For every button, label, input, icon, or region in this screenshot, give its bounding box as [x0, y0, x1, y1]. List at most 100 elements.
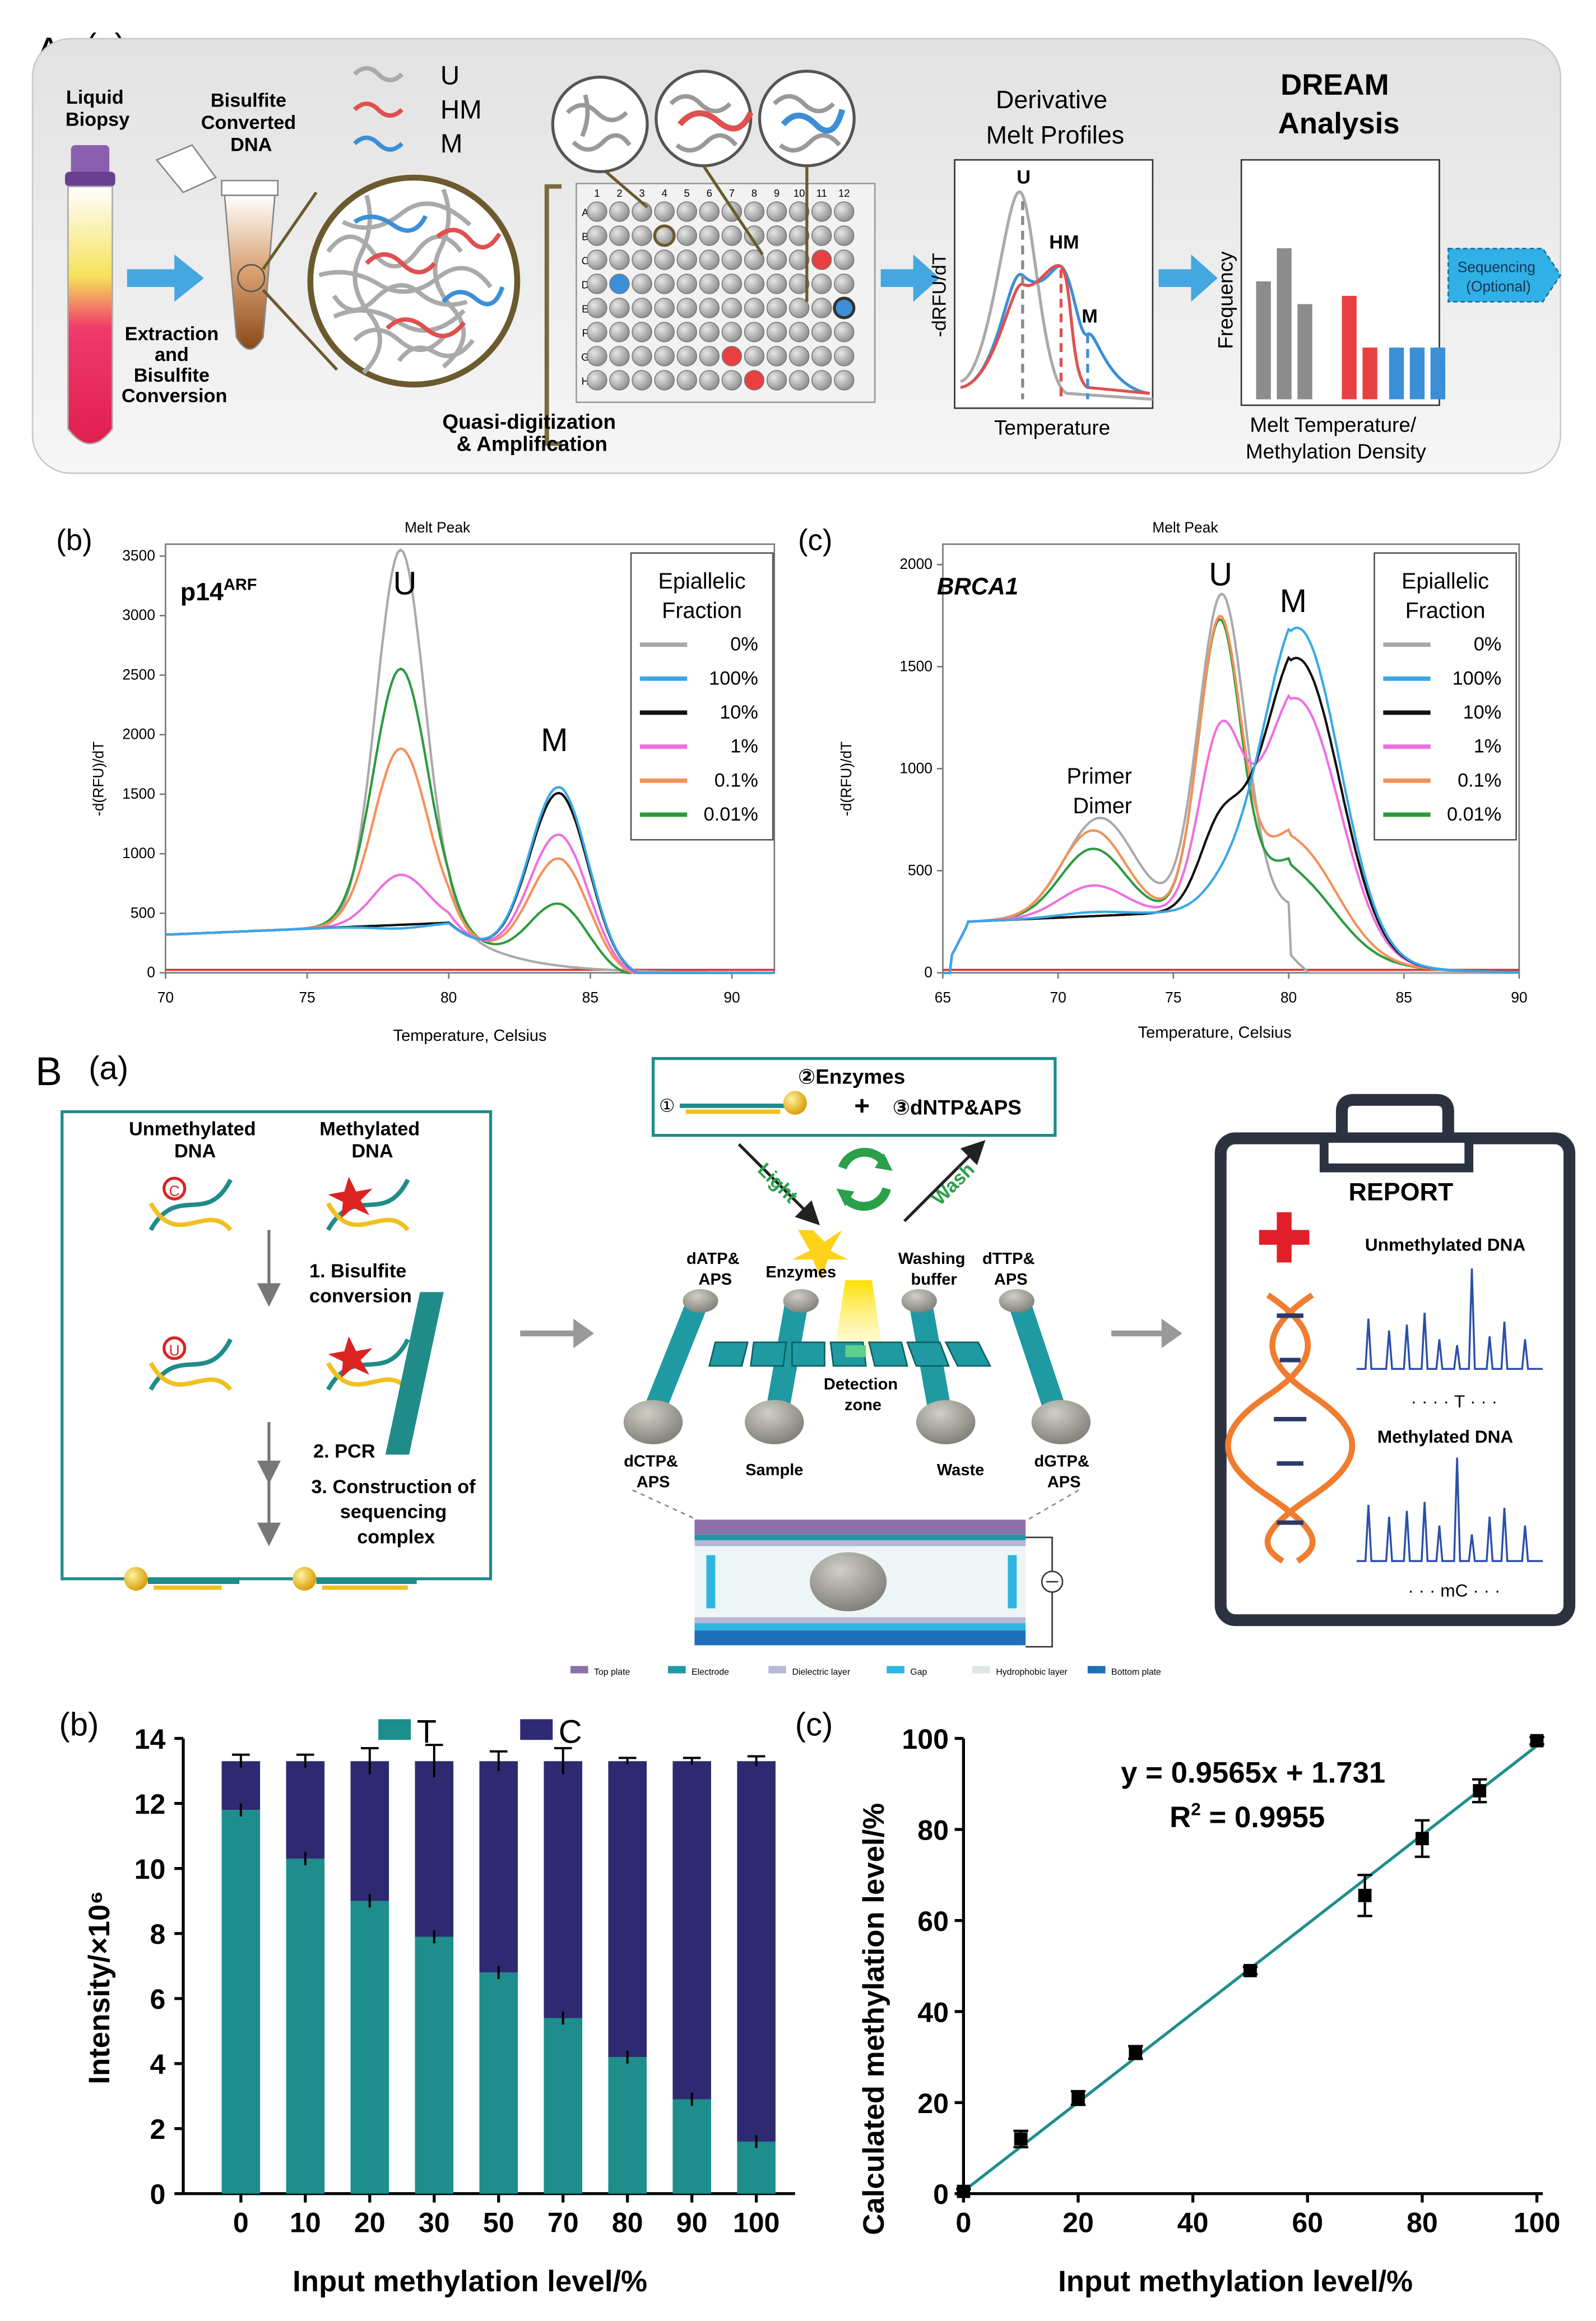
unmethylated-pyrogram [1356, 1268, 1543, 1370]
melt-chart-title: Melt Peak [1152, 519, 1218, 536]
plate-well [587, 201, 607, 222]
peak-u-label: U [393, 566, 416, 602]
plate-well [811, 298, 832, 318]
washing-buffer-label: Washing buffer [898, 1250, 970, 1289]
derivative-melt-xlabel: Temperature [994, 416, 1110, 439]
plate-well [699, 298, 720, 318]
svg-text:U: U [169, 1342, 180, 1359]
plate-well [766, 225, 787, 246]
legend-box [1374, 552, 1517, 841]
legend-item-label: 0.01% [1447, 804, 1501, 825]
bar-segment-t [221, 1810, 261, 2194]
plate-well [654, 298, 675, 318]
bar-legend: T C [378, 1713, 582, 1750]
plate-well [811, 346, 832, 367]
plate-well [834, 225, 855, 246]
mc-marker-label: · · · mC · · · [1408, 1580, 1500, 1600]
svg-text:Sequencing (Optional): Sequencing (Optional) [1458, 259, 1540, 295]
digital-microfluidic-chip [385, 1230, 1091, 1455]
legend-hm: HM [440, 95, 482, 124]
dna-helix-icon [326, 1336, 410, 1391]
bar-segment-t [672, 2099, 711, 2194]
plate-well [654, 346, 675, 367]
step-2-label: 2. PCR [313, 1441, 375, 1462]
y-tick-label: 2000 [122, 726, 155, 743]
panel-b-b-chart: (b) T C 0 2 4 6 8 10 12 14 0 10 20 30 50 70 80 90 100 I… [59, 1706, 795, 2298]
panel-a-b-label: (b) [56, 524, 92, 557]
plate-well [721, 322, 743, 342]
legend-title-line: Epiallelic [658, 569, 746, 594]
bar-segment-c [737, 1761, 776, 2142]
plate-row-label: B [582, 230, 588, 242]
plate-well [654, 201, 675, 222]
plate-well [609, 249, 630, 270]
legend-title-line: Fraction [662, 599, 742, 623]
dream-bar [1297, 304, 1312, 400]
bar-segment-t [737, 2141, 776, 2194]
plate-well [721, 249, 743, 270]
x-tick-label: 90 [676, 2207, 708, 2238]
plate-well [699, 201, 720, 222]
chip-legend-label: Gap [910, 1667, 927, 1677]
chip-legend-label: Electrode [692, 1667, 729, 1677]
plate-well [653, 224, 676, 247]
plate-well [609, 298, 630, 318]
x-tick-label: 80 [612, 2207, 643, 2238]
plate-well [587, 370, 607, 391]
data-point [1530, 1734, 1544, 1748]
scatter-xlabel: Input methylation level/% [1058, 2265, 1413, 2298]
peak-u-label: U [1209, 557, 1232, 593]
dna-helix-icon: U [149, 1336, 233, 1391]
bar-segment-c [479, 1761, 518, 1973]
panel-b-section: B (a) Unmethylated DNA Methylated DNA C … [35, 1050, 1576, 1677]
legend-item-label: 0% [730, 634, 758, 655]
peak-m-label: M [1280, 583, 1307, 619]
plate-well [834, 370, 855, 391]
legend-item-label: 0.01% [704, 804, 758, 825]
plate-well [654, 274, 675, 294]
y-tick-label: 2500 [122, 666, 155, 683]
gene-label: BRCA1 [937, 573, 1018, 600]
plate-col-label: 1 [594, 187, 600, 199]
step-3-label: 3. Construction of sequencing complex [311, 1476, 481, 1548]
chip-legend-swatch [972, 1666, 990, 1674]
plate-well [676, 370, 697, 391]
plate-well [721, 274, 743, 294]
eppendorf-tube-icon [155, 144, 279, 350]
y-tick-label: 10 [134, 1854, 166, 1885]
y-tick-label: 12 [134, 1789, 166, 1820]
dttp-label: dTTP& APS [982, 1250, 1040, 1289]
deriv-peak-u: U [1017, 166, 1031, 188]
blood-tube-icon [65, 145, 115, 444]
x-tick-label: 65 [935, 989, 951, 1006]
plate-well [811, 274, 832, 294]
bar-segment-t [415, 1937, 454, 2194]
y-tick-label: 6 [150, 1984, 165, 2015]
dream-bar [1430, 348, 1446, 400]
y-tick-label: 1000 [899, 759, 932, 776]
plate-well [632, 225, 652, 246]
plate-well [834, 322, 855, 342]
plate-well [744, 249, 765, 270]
x-tick-label: 75 [299, 989, 315, 1006]
derivative-melt-title: Derivative Melt Profiles [986, 86, 1125, 149]
dream-chart-box [1240, 159, 1440, 406]
liquid-biopsy-label: Liquid Biopsy [66, 87, 129, 131]
y-tick-label: 2 [150, 2114, 165, 2145]
y-tick-label: 0 [933, 2179, 949, 2210]
plate-well [788, 322, 810, 342]
chip-legend-swatch [667, 1666, 686, 1674]
waste-label: Waste [937, 1461, 984, 1479]
plate-well [676, 298, 697, 318]
data-point [1358, 1888, 1372, 1902]
gray-arrow-icon [520, 1318, 595, 1349]
plate-well [587, 249, 607, 270]
panel-b-c-chart: (c) 0 20 40 60 80 100 0 20 40 60 80 100 y = 0.9565x… [795, 1706, 1561, 2298]
reagent-box [651, 1057, 1057, 1137]
melt-ylabel: -d(RFU)/dT [90, 742, 107, 816]
melt-curve [165, 786, 774, 974]
x-tick-label: 70 [548, 2207, 579, 2238]
panel-b-sub-label: (a) [89, 1050, 128, 1086]
